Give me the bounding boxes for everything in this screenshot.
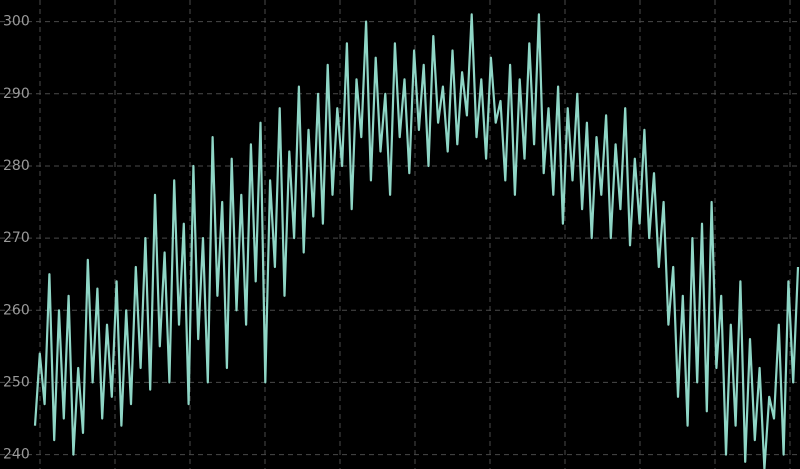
- data-line: [33, 13, 800, 469]
- y-tick-label: 250: [3, 374, 30, 390]
- y-tick-label: 290: [3, 86, 30, 102]
- y-tick-label: 300: [3, 14, 30, 30]
- y-tick-label: 260: [3, 302, 30, 318]
- y-tick-label: 280: [3, 158, 30, 174]
- y-tick-label: 240: [3, 447, 30, 463]
- y-tick-label: 270: [3, 230, 30, 246]
